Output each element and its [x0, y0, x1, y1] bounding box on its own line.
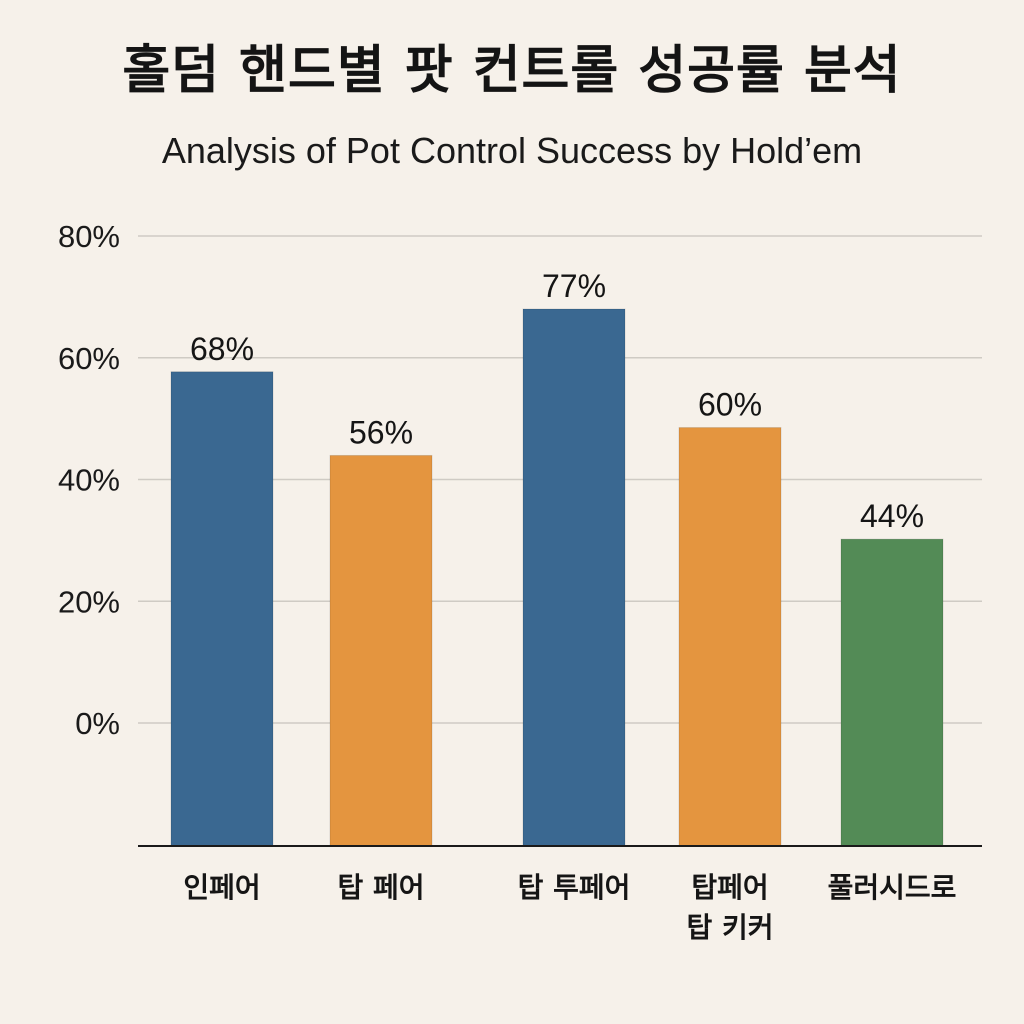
chart-subtitle: Analysis of Pot Control Success by Hold’… — [161, 130, 863, 171]
y-tick-label-60: 60% — [58, 341, 120, 376]
category-label-4: 풀러시드로 — [828, 871, 957, 904]
value-label-1: 56% — [349, 414, 413, 450]
bar-0 — [170, 371, 274, 847]
bar-2 — [522, 308, 626, 847]
category-label-0: 인페어 — [183, 871, 260, 904]
bar-4 — [840, 538, 944, 847]
value-label-4: 44% — [860, 498, 924, 534]
y-axis-ticks: 0% 20% 40% 60% 80% — [58, 219, 120, 741]
category-label-1: 탑 페어 — [337, 871, 424, 904]
bars — [170, 308, 944, 847]
y-tick-label-0: 0% — [75, 706, 120, 741]
category-label-3: 탑페어 탑 키커 — [686, 871, 773, 944]
category-label-2: 탑 투페어 — [518, 871, 631, 904]
category-labels: 인페어 탑 페어 탑 투페어 탑페어 탑 키커 풀러시드로 — [183, 871, 956, 944]
bar-1 — [329, 454, 433, 847]
chart-title: 홀덤 핸드별 팟 컨트롤 성공률 분석 — [122, 41, 902, 101]
y-tick-label-20: 20% — [58, 584, 120, 619]
value-label-0: 68% — [190, 331, 254, 367]
y-tick-label-40: 40% — [58, 463, 120, 498]
value-label-3: 60% — [698, 387, 762, 423]
value-labels: 68% 56% 77% 60% 44% — [190, 268, 924, 534]
value-label-2: 77% — [542, 268, 606, 304]
y-tick-label-80: 80% — [58, 219, 120, 254]
bar-3 — [678, 427, 782, 847]
